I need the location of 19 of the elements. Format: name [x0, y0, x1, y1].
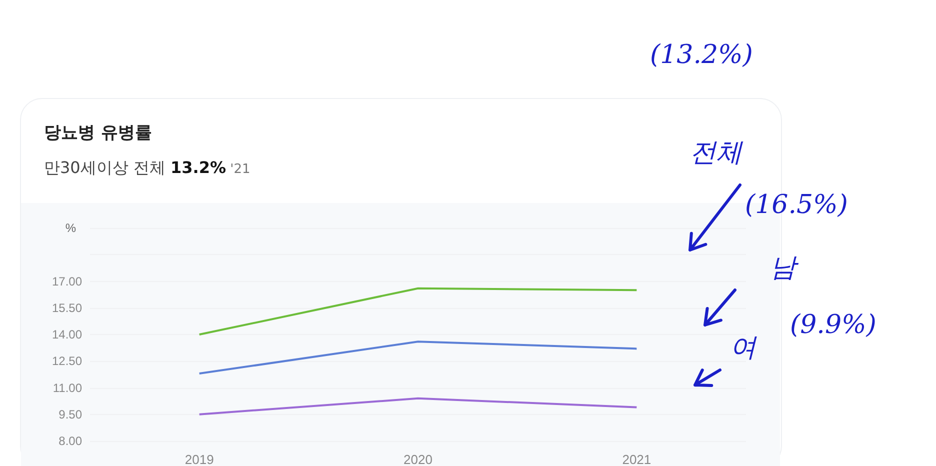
text: (13.2%)	[650, 40, 753, 70]
y-tick-label: 11.00	[52, 380, 82, 395]
y-tick-label: 14.00	[52, 328, 82, 342]
chart-title: 당뇨병 유병률	[44, 122, 152, 144]
annotation: 여	[730, 332, 756, 365]
y-tick-label: 8.00	[58, 434, 82, 448]
y-tick-label: 9.50	[58, 407, 82, 422]
x-tick-label: 2020	[404, 452, 432, 466]
text: (16.5%)	[745, 190, 848, 220]
y-tick-label: 15.50	[52, 300, 82, 315]
text: 전체	[690, 137, 742, 170]
y-axis-title: %	[65, 221, 76, 235]
y-tick-label: 12.50	[52, 354, 82, 368]
x-tick-label: 2021	[622, 452, 652, 466]
chart-subtitle: 만30세이상 전체 13.2% '21	[44, 158, 250, 179]
text: (9.9%)	[790, 310, 876, 340]
x-tick-label: 2019	[184, 452, 214, 466]
text: 남	[770, 252, 796, 285]
y-tick-label: 17.00	[52, 274, 82, 288]
